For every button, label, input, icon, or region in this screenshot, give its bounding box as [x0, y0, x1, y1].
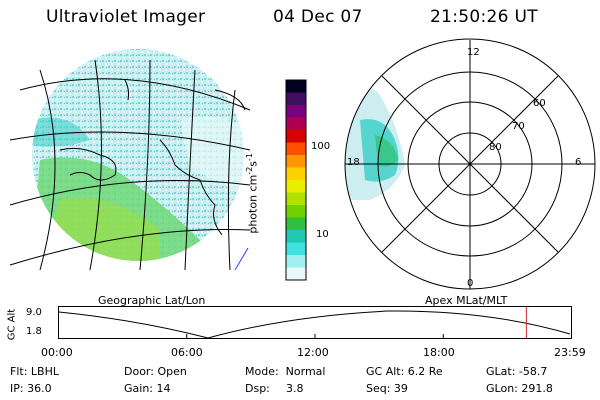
- unit-exp: -2: [245, 166, 255, 175]
- geographic-image: [9, 49, 251, 271]
- seq-info: Seq: 39: [366, 382, 408, 395]
- mlt-0-label: 0: [467, 278, 474, 289]
- flt-info: Flt: LBHL: [10, 365, 59, 378]
- glat-info: GLat: -58.7: [486, 365, 548, 378]
- unit-exp2: -1: [245, 152, 255, 161]
- unit-text: photon cm: [246, 174, 260, 234]
- timeline-tick-3: 18:00: [423, 346, 455, 359]
- colorbar-swatch: [286, 142, 306, 156]
- colorbar-swatch: [286, 255, 306, 268]
- colorbar-swatch: [286, 117, 306, 131]
- lat-70-label: 70: [512, 121, 525, 132]
- colorbar: [285, 79, 307, 281]
- mlt-12-label: 12: [467, 47, 480, 58]
- colorbar-swatch: [286, 92, 306, 106]
- colorbar-swatch: [286, 267, 306, 281]
- timeline-plot: [58, 306, 572, 339]
- dsp-value: 3.8: [286, 382, 304, 395]
- right-panel-caption: Apex MLat/MLT: [425, 294, 508, 307]
- dsp-label: Dsp:: [245, 382, 270, 395]
- colorbar-swatch: [286, 155, 306, 168]
- unit-s: s: [246, 160, 260, 167]
- left-panel-caption: Geographic Lat/Lon: [98, 294, 206, 307]
- gc-alt-info: GC Alt: 6.2 Re: [366, 365, 443, 378]
- instrument-title: Ultraviolet Imager: [46, 7, 206, 27]
- lat-60-label: 60: [533, 98, 546, 109]
- timeline-tick-0: 00:00: [41, 346, 73, 359]
- mlt-6-label: 6: [575, 157, 582, 168]
- colorbar-swatch: [286, 130, 306, 143]
- colorbar-swatch: [286, 242, 306, 256]
- colorbar-swatch: [286, 105, 306, 118]
- colorbar-swatch: [286, 217, 306, 231]
- colorbar-swatch: [286, 80, 306, 93]
- gain-info: Gain: 14: [124, 382, 171, 395]
- glon-info: GLon: 291.8: [486, 382, 553, 395]
- lat-80-label: 80: [489, 142, 502, 153]
- colorbar-unit: photon cm-2s-1: [245, 153, 260, 234]
- ip-info: IP: 36.0: [10, 382, 52, 395]
- door-info: Door: Open: [124, 365, 187, 378]
- timeline-y-top: 9.0: [26, 307, 42, 318]
- colorbar-tick-100: 100: [311, 141, 331, 152]
- timeline-ylabel: GC Alt: [6, 308, 18, 341]
- timeline-tick-1: 06:00: [171, 346, 203, 359]
- mlt-18-label: 18: [347, 157, 360, 168]
- timeline-tick-2: 12:00: [297, 346, 329, 359]
- colorbar-swatch: [286, 230, 306, 243]
- date-label: 04 Dec 07: [273, 7, 363, 27]
- mode-info: Mode: Normal: [245, 365, 326, 378]
- polar-plot: [344, 38, 596, 290]
- colorbar-swatch: [286, 192, 306, 206]
- colorbar-swatch: [286, 180, 306, 193]
- time-label: 21:50:26 UT: [430, 7, 538, 27]
- colorbar-swatch: [286, 167, 306, 181]
- colorbar-tick-10: 10: [316, 229, 329, 240]
- colorbar-swatch: [286, 205, 306, 218]
- timeline-y-bottom: 1.8: [26, 326, 42, 337]
- timeline-tick-4: 23:59: [554, 346, 586, 359]
- colorbar-outline: [285, 79, 307, 281]
